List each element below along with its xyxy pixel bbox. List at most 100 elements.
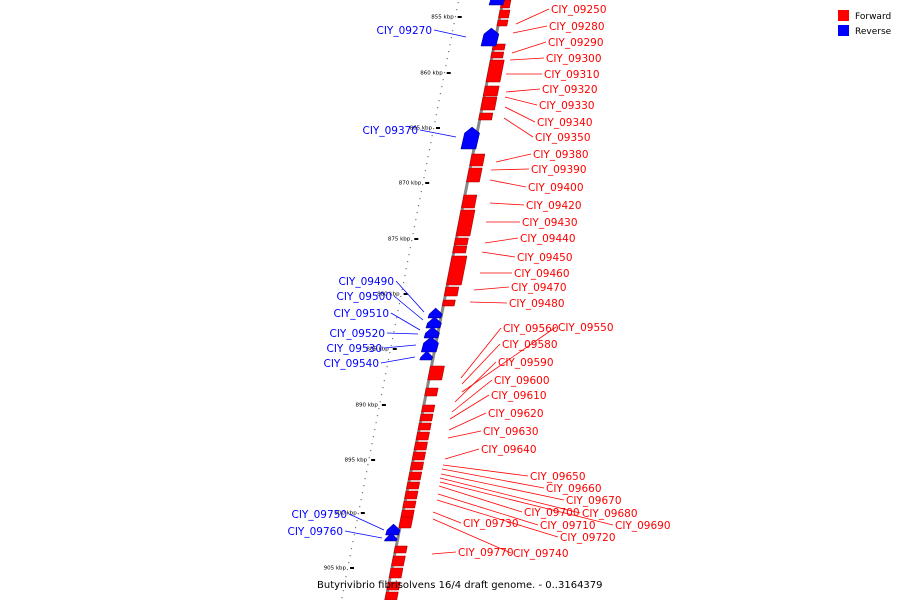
- forward-gene-label[interactable]: CIY_09620: [488, 408, 544, 420]
- forward-gene-label[interactable]: CIY_09450: [517, 252, 573, 264]
- forward-gene-label[interactable]: CIY_09380: [533, 149, 589, 161]
- forward-gene-label[interactable]: CIY_09710: [540, 520, 596, 532]
- forward-gene-label[interactable]: CIY_09440: [520, 233, 576, 245]
- forward-gene-label[interactable]: CIY_09660: [546, 483, 602, 495]
- forward-label-leader: [490, 168, 530, 171]
- forward-gene-label[interactable]: CIY_09590: [498, 357, 554, 369]
- backbone-dot: [434, 121, 436, 123]
- forward-gene-feature: [498, 9, 511, 19]
- forward-gene-label[interactable]: CIY_09720: [560, 532, 616, 544]
- forward-gene-label[interactable]: CIY_09320: [542, 84, 598, 96]
- reverse-gene-label[interactable]: CIY_09530: [327, 343, 383, 355]
- forward-gene-label[interactable]: CIY_09730: [463, 518, 519, 530]
- reverse-gene-label[interactable]: CIY_09760: [288, 526, 344, 538]
- reverse-gene-feature: [385, 523, 401, 536]
- reverse-gene-label[interactable]: CIY_09500: [337, 291, 393, 303]
- backbone-dot: [363, 485, 365, 487]
- forward-gene-label[interactable]: CIY_09250: [551, 4, 607, 16]
- backbone-dot: [353, 534, 355, 536]
- scale-tick-mark: [371, 459, 376, 461]
- forward-gene-label[interactable]: CIY_09550: [558, 322, 614, 334]
- forward-gene-feature: [419, 413, 434, 422]
- scale-tick-label: 890 kbp: [355, 403, 378, 409]
- backbone-dot: [397, 310, 399, 312]
- legend: Forward Reverse: [838, 10, 892, 37]
- backbone-dot: [428, 149, 431, 151]
- forward-gene-feature: [453, 237, 469, 246]
- reverse-gene-label[interactable]: CIY_09370: [363, 125, 419, 137]
- backbone-dot: [382, 387, 384, 389]
- backbone-dot: [390, 345, 392, 347]
- forward-gene-label[interactable]: CIY_09300: [546, 53, 602, 65]
- reverse-gene-label[interactable]: CIY_09270: [377, 25, 433, 37]
- reverse-gene-label[interactable]: CIY_09520: [330, 328, 386, 340]
- forward-gene-label[interactable]: CIY_09460: [514, 268, 570, 280]
- reverse-gene-label[interactable]: CIY_09750: [292, 509, 348, 521]
- forward-label-leader: [447, 430, 482, 439]
- forward-label-leader: [440, 473, 565, 501]
- forward-gene-label[interactable]: CIY_09600: [494, 375, 550, 387]
- forward-gene-label[interactable]: CIY_09350: [535, 132, 591, 144]
- forward-gene-label[interactable]: CIY_09690: [615, 520, 671, 532]
- forward-gene-label[interactable]: CIY_09280: [549, 21, 605, 33]
- backbone-dot: [448, 51, 450, 53]
- forward-gene-label[interactable]: CIY_09610: [491, 390, 547, 402]
- scale-tick-label: 905 kbp: [324, 566, 347, 572]
- forward-gene-label[interactable]: CIY_09560: [503, 323, 559, 335]
- forward-gene-label[interactable]: CIY_09700: [524, 507, 580, 519]
- forward-label-leader: [509, 57, 545, 61]
- reverse-gene-label[interactable]: CIY_09510: [334, 308, 390, 320]
- forward-label-leader: [431, 551, 457, 555]
- backbone-dot: [396, 317, 398, 319]
- forward-gene-feature: [441, 299, 456, 307]
- scale-tick-label: 855 kbp: [431, 15, 454, 21]
- legend-swatch-reverse: [838, 25, 849, 36]
- forward-gene-label[interactable]: CIY_09420: [526, 200, 582, 212]
- backbone-dot: [357, 513, 359, 515]
- reverse-label-leader: [386, 332, 419, 335]
- backbone-dot: [417, 205, 420, 207]
- backbone-dot: [376, 415, 379, 417]
- reverse-gene-label[interactable]: CIY_09490: [339, 276, 395, 288]
- backbone-dot: [341, 597, 343, 599]
- forward-label-leader: [432, 511, 462, 524]
- forward-gene-label[interactable]: CIY_09290: [548, 37, 604, 49]
- forward-gene-feature: [421, 404, 436, 413]
- forward-gene-label[interactable]: CIY_09430: [522, 217, 578, 229]
- forward-label-leader: [454, 361, 497, 403]
- scale-tick-label: 885 kbp: [366, 347, 389, 353]
- backbone-dot: [423, 177, 425, 179]
- forward-gene-label[interactable]: CIY_09390: [531, 164, 587, 176]
- backbone-dot: [413, 226, 415, 228]
- forward-gene-label[interactable]: CIY_09310: [544, 69, 600, 81]
- forward-gene-label[interactable]: CIY_09470: [511, 282, 567, 294]
- forward-gene-label[interactable]: CIY_09400: [528, 182, 584, 194]
- forward-gene-label[interactable]: CIY_09770: [458, 547, 514, 559]
- forward-gene-label[interactable]: CIY_09670: [566, 495, 622, 507]
- backbone-dot: [372, 436, 374, 438]
- forward-gene-label[interactable]: CIY_09740: [513, 548, 569, 560]
- backbone-dot: [438, 100, 440, 102]
- forward-gene-label[interactable]: CIY_09630: [483, 426, 539, 438]
- backbone-dots: [341, 2, 459, 599]
- forward-gene-label[interactable]: CIY_09480: [509, 298, 565, 310]
- forward-label-leader: [441, 468, 545, 489]
- forward-gene-label[interactable]: CIY_09640: [481, 444, 537, 456]
- backbone-dot: [378, 408, 380, 410]
- forward-gene-feature: [490, 51, 505, 59]
- forward-gene-label[interactable]: CIY_09330: [539, 100, 595, 112]
- forward-label-leader: [504, 96, 538, 106]
- scale-tick-label: 895 kbp: [345, 458, 368, 464]
- scale-tick-label: 865 kbp: [410, 126, 433, 132]
- forward-gene-label[interactable]: CIY_09340: [537, 117, 593, 129]
- forward-label-leader: [461, 343, 501, 385]
- forward-gene-label[interactable]: CIY_09580: [502, 339, 558, 351]
- forward-gene-label[interactable]: CIY_09650: [530, 471, 586, 483]
- forward-gene-feature: [407, 471, 423, 481]
- backbone-dot: [416, 212, 418, 214]
- forward-gene-feature: [384, 591, 399, 600]
- reverse-gene-label[interactable]: CIY_09540: [324, 358, 380, 370]
- forward-gene-feature: [455, 209, 476, 237]
- backbone-dot: [400, 296, 402, 298]
- forward-gene-label[interactable]: CIY_09680: [582, 508, 638, 520]
